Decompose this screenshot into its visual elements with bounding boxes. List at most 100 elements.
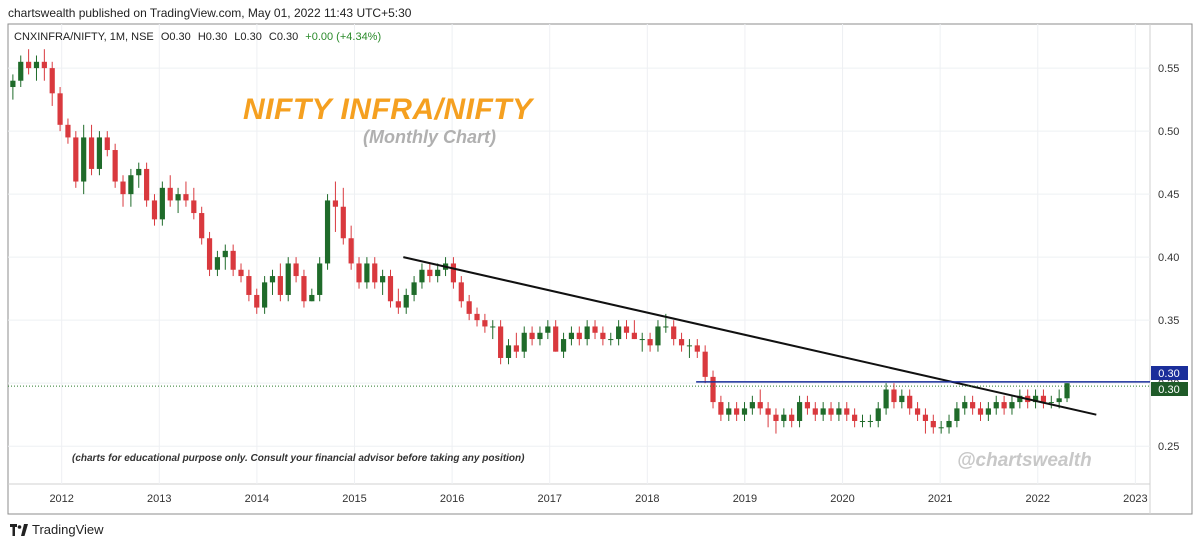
resistance-price-label: 0.30 bbox=[1158, 368, 1179, 380]
candle bbox=[734, 402, 740, 421]
candle-body bbox=[112, 150, 118, 182]
candle-body bbox=[1032, 395, 1039, 403]
x-tick-label: 2015 bbox=[342, 493, 366, 505]
candle bbox=[781, 408, 787, 428]
candle-body bbox=[647, 339, 653, 346]
candle-body bbox=[702, 351, 708, 377]
candle-body bbox=[482, 320, 488, 327]
candle-body bbox=[584, 326, 590, 340]
candle-body bbox=[88, 137, 95, 169]
low-value: L0.30 bbox=[234, 31, 262, 43]
candle bbox=[269, 269, 276, 295]
candle-body bbox=[686, 345, 693, 347]
candle-body bbox=[159, 187, 165, 220]
candle bbox=[537, 326, 543, 346]
candle bbox=[702, 345, 708, 384]
candle-body bbox=[545, 326, 551, 333]
candle-body bbox=[18, 61, 24, 81]
candle-body bbox=[1056, 398, 1062, 403]
candle-body bbox=[191, 200, 197, 214]
last-price-label: 0.30 bbox=[1158, 384, 1179, 396]
candle bbox=[199, 206, 205, 245]
symbol-bar: CNXINFRA/NIFTY, 1M, NSE O0.30 H0.30 L0.3… bbox=[14, 31, 385, 43]
candle-body bbox=[789, 414, 795, 421]
watermark-annotation[interactable]: @chartswealth bbox=[957, 450, 1092, 471]
candle bbox=[694, 339, 700, 358]
candle bbox=[529, 326, 535, 346]
candle bbox=[120, 175, 126, 207]
candle bbox=[81, 124, 87, 195]
candle-body bbox=[600, 332, 606, 340]
candle-body bbox=[608, 339, 614, 341]
candle-body bbox=[962, 402, 968, 409]
candle bbox=[380, 269, 386, 295]
candle-body bbox=[970, 402, 976, 409]
candle bbox=[175, 187, 181, 214]
candle bbox=[914, 402, 921, 421]
candle bbox=[804, 395, 811, 415]
candle bbox=[938, 420, 944, 434]
candle-body bbox=[1017, 395, 1023, 403]
candle-body bbox=[411, 282, 417, 295]
candle-body bbox=[348, 238, 354, 264]
candle-body bbox=[450, 263, 457, 283]
candle-body bbox=[907, 395, 913, 409]
candle-body bbox=[324, 200, 331, 264]
candle-body bbox=[57, 93, 63, 125]
candle bbox=[1017, 389, 1023, 409]
candle-body bbox=[199, 213, 205, 239]
candle bbox=[490, 320, 496, 340]
candle bbox=[293, 257, 299, 283]
candle bbox=[88, 124, 95, 176]
tradingview-footer[interactable]: TradingView bbox=[10, 522, 104, 537]
candle bbox=[136, 162, 142, 188]
candle-body bbox=[254, 294, 260, 308]
candle-body bbox=[372, 263, 378, 283]
chart-title-annotation[interactable]: NIFTY INFRA/NIFTY bbox=[243, 93, 533, 126]
drawings bbox=[8, 256, 1150, 416]
candle-body bbox=[694, 345, 700, 352]
candle-body bbox=[285, 263, 291, 295]
candle bbox=[112, 143, 118, 188]
candle-body bbox=[623, 326, 630, 333]
candle bbox=[521, 326, 527, 358]
disclaimer-annotation[interactable]: (charts for educational purpose only. Co… bbox=[72, 453, 525, 464]
candle-body bbox=[49, 68, 55, 94]
candle bbox=[356, 257, 362, 289]
candle-body bbox=[529, 332, 535, 340]
candle bbox=[33, 55, 40, 81]
candle-body bbox=[262, 282, 268, 308]
symbol-name[interactable]: CNXINFRA/NIFTY, 1M, NSE bbox=[14, 31, 154, 43]
candle-body bbox=[380, 276, 386, 283]
candle bbox=[741, 402, 748, 421]
candle bbox=[560, 332, 567, 358]
candle-body bbox=[340, 206, 346, 239]
candle-body bbox=[922, 414, 929, 421]
candle-body bbox=[836, 408, 842, 415]
candle-body bbox=[474, 313, 480, 321]
candle-body bbox=[820, 408, 826, 415]
candle bbox=[246, 269, 252, 302]
candle bbox=[671, 320, 677, 346]
candle bbox=[96, 131, 103, 176]
candle bbox=[631, 320, 637, 340]
trendline[interactable] bbox=[403, 256, 1097, 416]
candle bbox=[435, 263, 441, 283]
candle-body bbox=[427, 269, 433, 277]
candle bbox=[686, 339, 693, 358]
candle bbox=[757, 389, 763, 415]
candle bbox=[317, 257, 323, 302]
candle-body bbox=[513, 345, 519, 352]
candle bbox=[1009, 395, 1015, 415]
chart-subtitle-annotation[interactable]: (Monthly Chart) bbox=[363, 127, 496, 147]
price-labels: 0.30 0.30 bbox=[1151, 366, 1188, 396]
candle-body bbox=[977, 408, 984, 415]
candle-body bbox=[560, 339, 567, 352]
open-value: O0.30 bbox=[160, 31, 191, 43]
y-tick-label: 0.40 bbox=[1158, 252, 1179, 264]
candle-body bbox=[930, 420, 936, 428]
candle-body bbox=[96, 137, 103, 169]
candle-body bbox=[875, 408, 881, 421]
candle-body bbox=[710, 376, 716, 403]
